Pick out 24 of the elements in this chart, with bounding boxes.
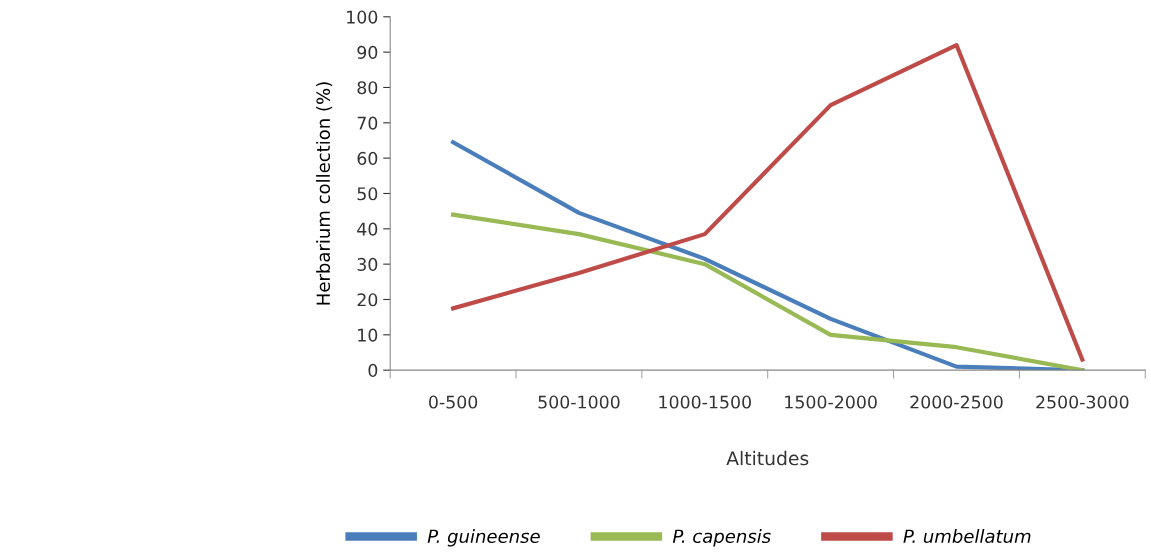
x-tick-label: 500-1000	[538, 395, 620, 409]
y-tick-label: 40	[357, 222, 378, 236]
line-series	[451, 42, 1085, 362]
y-tick-label: 20	[357, 293, 378, 307]
y-tick-label: 30	[357, 257, 378, 271]
x-tick-label: 2500-3000	[1036, 395, 1129, 409]
x-tick-label: 2000-2500	[910, 395, 1003, 409]
x-tick-label: 1000-1500	[659, 395, 751, 409]
legend-label: P. umbellatum	[903, 529, 1031, 544]
y-tick-label: 100	[347, 10, 378, 24]
x-tick-label: 1500-2000	[785, 395, 877, 409]
y-tick-label: 70	[357, 116, 378, 130]
line-series	[451, 212, 1085, 371]
x-tick-label: 0-500	[429, 395, 478, 409]
y-tick-label: 10	[358, 328, 378, 342]
y-tick-label: 60	[357, 151, 378, 165]
legend-label: P. guineense	[427, 529, 540, 547]
x-axis-title: Altitudes	[726, 450, 809, 466]
y-tick-label: 0	[368, 363, 378, 377]
legend-label: P. capensis	[672, 529, 771, 547]
y-axis-title: Herbarium collection (%)	[316, 82, 333, 305]
y-tick-label: 90	[357, 45, 378, 59]
y-tick-label: 50	[357, 187, 378, 201]
y-tick-label: 80	[357, 81, 378, 95]
